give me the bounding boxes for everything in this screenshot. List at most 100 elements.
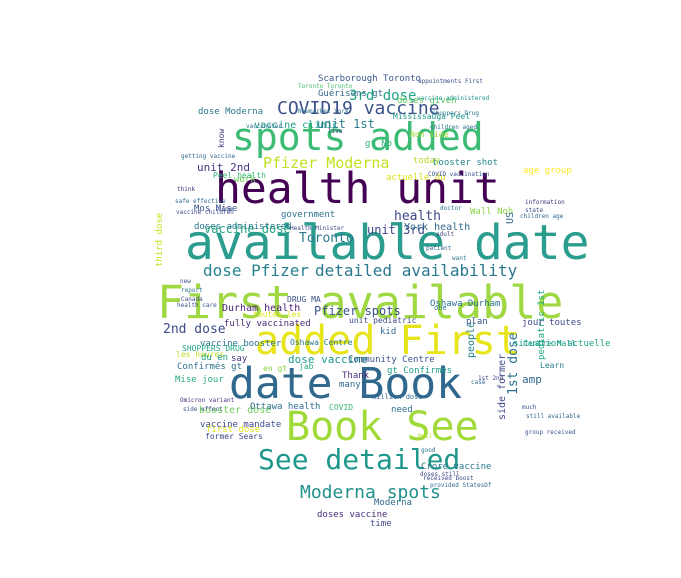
cloud-word: want [452,255,467,262]
cloud-word: Peel health [213,171,266,180]
cloud-word: COVID [329,403,353,412]
cloud-word: Durham health [222,303,300,314]
cloud-word: Guérisons gt [318,88,383,99]
cloud-word: situation actuelle [513,339,611,349]
cloud-word: vaccine dose [204,222,291,236]
cloud-word: See detailed [258,443,460,476]
cloud-word: doses still [420,471,460,478]
cloud-word: Pfizer spots [314,304,401,318]
cloud-word: kid [380,327,396,337]
cloud-word: Crore vaccine [421,462,491,472]
cloud-word: Oshawa Durham [430,299,500,309]
cloud-word: les heures [176,350,224,359]
cloud-word: dose Moderna [198,107,263,117]
cloud-word: Shoppers Drug [432,110,479,117]
cloud-word: Confirmés gt [177,361,242,372]
cloud-word: York health [404,222,470,233]
cloud-word: 3rd dose [349,88,416,104]
cloud-word: Newmarket York [298,108,349,115]
cloud-word: first dose [206,425,260,435]
cloud-word: First available [157,276,563,329]
cloud-word: plan [466,317,488,327]
cloud-word: Mos Mise [194,204,237,214]
cloud-word: DRUG MA [287,295,321,304]
cloud-word: Wall Noh [470,207,513,217]
cloud-word: group received [525,429,576,436]
cloud-word: doses given [397,96,457,106]
cloud-word: health [394,209,441,224]
cloud-word: case [471,379,486,386]
cloud-word: US [505,212,516,224]
cloud-word: children aged [430,124,477,131]
cloud-word: Mise jour [175,375,224,385]
cloud-word: Moderna [374,498,412,508]
cloud-word: unit 2nd [197,161,250,174]
cloud-word: information [525,199,565,206]
cloud-word: appointments First [418,78,483,85]
cloud-word: third dose [155,213,165,267]
cloud-word: dose Pfizer [203,261,309,280]
cloud-word: added First [255,318,520,364]
cloud-word: doses administered [194,222,292,232]
cloud-word: Omicron variant [180,397,235,404]
cloud-word: vaccine booster [200,339,282,349]
cloud-word: received boost [423,475,474,482]
cloud-word: SHOPPERS DRUG [182,344,245,353]
cloud-word: say [231,354,248,364]
cloud-word: detailed availability [315,261,518,280]
cloud-word: Learn [540,361,564,370]
cloud-word: need [391,405,413,415]
cloud-word: know [217,129,226,148]
cloud-word: live [328,128,343,135]
cloud-word: one [434,304,447,312]
cloud-word: fully vaccinated [224,319,311,329]
cloud-word: government [281,210,335,220]
cloud-word: 1st 2nd [478,375,504,382]
cloud-word: COVID19 vaccine [277,98,440,119]
cloud-word: today [413,156,441,166]
cloud-word: vaccine clinic [254,120,338,131]
cloud-word: amp [522,373,542,386]
cloud-word: people [466,322,477,358]
cloud-word: provided StatesOf [430,482,492,489]
cloud-word: work [234,175,256,185]
cloud-word: vaccine mandate [200,420,281,430]
cloud-word: en gt [263,364,287,373]
cloud-word: age group [523,166,572,176]
cloud-word: doses vaccine [317,510,387,520]
cloud-word: jour toutes [522,318,582,328]
cloud-word: du en [201,353,228,363]
cloud-word: gt No [365,139,392,149]
cloud-word: booster dose [199,405,271,416]
cloud-word: children age [520,213,564,220]
cloud-word: time [370,519,392,529]
cloud-word: unit 1st [317,117,375,131]
cloud-word: gt Confirmés [387,365,452,376]
cloud-word: adult [436,231,454,238]
cloud-word: booster shot [433,158,498,168]
cloud-word: pediatric 1st [537,290,547,360]
cloud-word: health unit [215,164,500,214]
cloud-word: 2nd dose [163,322,226,337]
cloud-word: vaccine children [176,209,234,216]
cloud-word: report [181,287,203,294]
cloud-word: safe effective [175,198,226,205]
cloud-word: Canada [181,296,203,303]
cloud-word: Oshawa Centre [290,338,353,347]
cloud-word: Health Minister [290,225,345,232]
cloud-word: COVID vaccination [428,171,490,178]
cloud-word: come [218,206,233,213]
cloud-word: state [525,207,543,214]
cloud-word: Centre Mall [523,339,576,348]
cloud-word: Toronto Toronto [298,83,353,90]
cloud-word: Noh side [410,130,449,139]
cloud-word: health care [177,302,217,309]
cloud-word: toutes les [253,310,301,319]
cloud-word: many [339,380,361,390]
cloud-word: new [180,278,191,285]
cloud-word: much [522,404,537,411]
cloud-word: million dose [372,393,423,401]
cloud-word: Scarborough Toronto [318,74,421,84]
cloud-word: think [177,186,195,193]
